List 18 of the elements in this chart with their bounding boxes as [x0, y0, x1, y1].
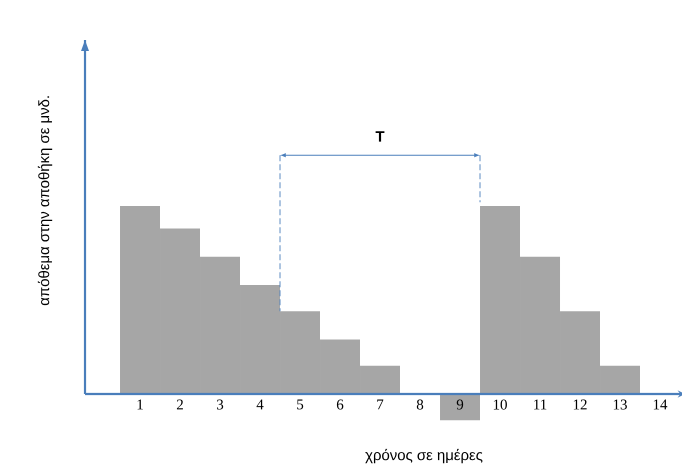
x-tick-label: 13	[614, 400, 627, 410]
x-tick-label: 12	[574, 400, 587, 410]
x-tick-label: 7	[377, 400, 384, 410]
text: T	[376, 131, 384, 142]
x-tick-label: 4	[256, 400, 264, 410]
x-tick-label: 14	[654, 400, 668, 410]
x-tick-label: 8	[416, 400, 424, 410]
x-tick-label: 5	[297, 400, 304, 410]
x-tick-label: 10	[494, 400, 507, 410]
x-tick-label: 6	[336, 400, 344, 410]
x-axis-title: χρόνος σε ημέρες	[365, 448, 482, 464]
x-tick-label: 1	[138, 400, 143, 410]
x-tick-label: 2	[176, 400, 183, 410]
x-tick-label: 11	[534, 400, 546, 410]
x-tick-label: 9	[456, 400, 464, 410]
x-tick-label: 3	[216, 400, 224, 410]
y-axis-title: απόθεμα στην αποθήκη σε μνδ.	[38, 96, 52, 306]
bar	[440, 394, 480, 420]
